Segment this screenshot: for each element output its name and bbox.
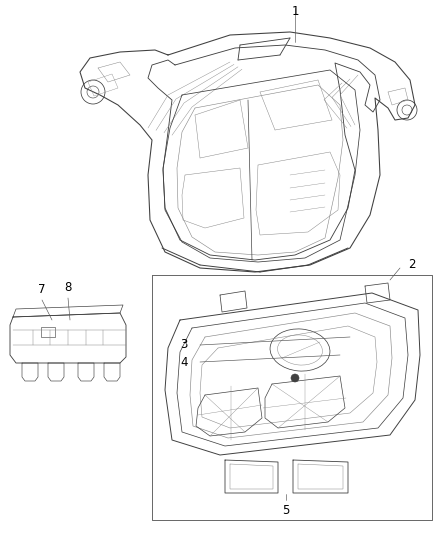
Text: 4: 4	[180, 356, 188, 368]
Text: 1: 1	[291, 5, 299, 18]
Text: 5: 5	[283, 504, 290, 517]
Text: 3: 3	[180, 338, 188, 351]
Text: 7: 7	[38, 283, 46, 296]
Bar	[41, 327, 55, 337]
Circle shape	[291, 374, 299, 382]
Text: 8: 8	[64, 281, 72, 294]
Text: 2: 2	[408, 259, 416, 271]
